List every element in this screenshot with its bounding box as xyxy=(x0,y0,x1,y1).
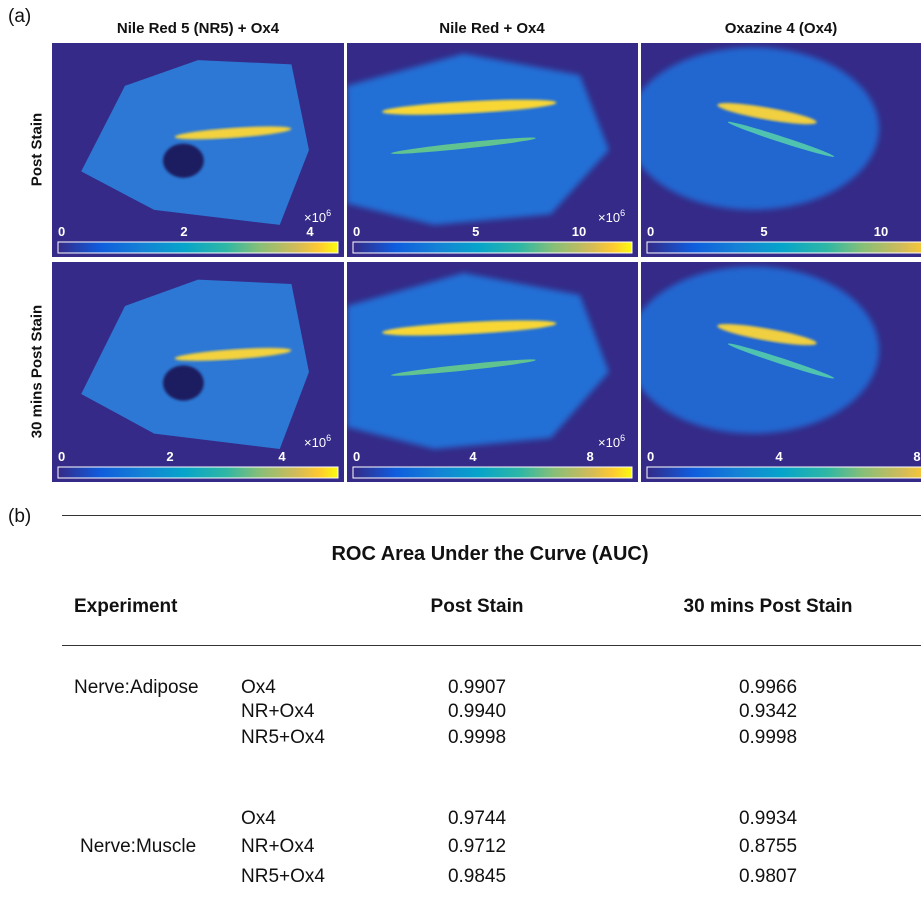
table-header: Experiment xyxy=(74,596,177,618)
colorbar-tick-label: 4 xyxy=(775,449,783,464)
auc-value: 0.9744 xyxy=(377,808,577,830)
column-title: Oxazine 4 (Ox4) xyxy=(631,20,921,37)
colorbar-tick-label: 2 xyxy=(166,449,173,464)
stain-name: NR+Ox4 xyxy=(241,836,314,858)
image-panel: 048×107 xyxy=(627,262,921,482)
colorbar-tick-label: 0 xyxy=(647,449,654,464)
colorbar-tick-label: 0 xyxy=(647,224,654,239)
row-label: Post Stain xyxy=(29,30,46,270)
column-title: Nile Red + Ox4 xyxy=(342,20,642,37)
group-label: Nerve:Muscle xyxy=(80,836,196,858)
image-panel: 0 2 4×106 xyxy=(52,43,344,257)
colorbar xyxy=(58,242,338,253)
colorbar-tick-label: 4 xyxy=(278,449,286,464)
auc-value: 0.9966 xyxy=(648,677,888,699)
colorbar-tick-label: 10 xyxy=(572,224,586,239)
table-header: 30 mins Post Stain xyxy=(648,596,888,618)
stain-name: NR+Ox4 xyxy=(241,701,314,723)
auc-value: 0.9712 xyxy=(377,836,577,858)
colorbar xyxy=(647,242,921,253)
multiplier-exponent: 6 xyxy=(326,208,331,218)
colorbar-tick-label: 8 xyxy=(913,449,920,464)
void xyxy=(163,144,204,178)
image-panel: 0 5 10 ×106 xyxy=(347,43,638,257)
panel-label: (b) xyxy=(8,506,31,528)
table-header: Post Stain xyxy=(377,596,577,618)
void xyxy=(163,365,204,400)
auc-value: 0.9907 xyxy=(377,677,577,699)
colorbar xyxy=(58,467,338,478)
panel-label: (a) xyxy=(8,6,31,28)
image-panel: 0 4 8 ×106 xyxy=(347,262,638,482)
multiplier-base: ×10 xyxy=(304,210,326,225)
colorbar-tick-label: 8 xyxy=(587,449,594,464)
colorbar xyxy=(647,467,921,478)
auc-value: 0.9940 xyxy=(377,701,577,723)
auc-value: 0.8755 xyxy=(648,836,888,858)
multiplier-base: ×10 xyxy=(304,435,326,450)
colorbar-tick-label: 0 xyxy=(58,449,65,464)
auc-value: 0.9934 xyxy=(648,808,888,830)
multiplier-base: ×10 xyxy=(598,210,620,225)
image-panel: 0 2 4 ×106 xyxy=(52,262,344,482)
colorbar-tick-label: 4 xyxy=(306,224,314,239)
colorbar-tick-label: 2 xyxy=(180,224,187,239)
rule xyxy=(62,515,921,516)
figure: 024×1060510×1060510×107024×106048×106048… xyxy=(0,0,921,912)
rule xyxy=(62,645,921,646)
colorbar-tick-label: 0 xyxy=(58,224,65,239)
colorbar-tick-label: 5 xyxy=(472,224,479,239)
auc-value: 0.9998 xyxy=(377,727,577,749)
group-label: Nerve:Adipose xyxy=(74,677,199,699)
colorbar-tick-label: 4 xyxy=(469,449,477,464)
column-title: Nile Red 5 (NR5) + Ox4 xyxy=(48,20,348,37)
colorbar xyxy=(353,242,632,253)
auc-value: 0.9845 xyxy=(377,866,577,888)
auc-value: 0.9342 xyxy=(648,701,888,723)
multiplier-base: ×10 xyxy=(598,435,620,450)
multiplier-exponent: 6 xyxy=(620,433,625,443)
table-title: ROC Area Under the Curve (AUC) xyxy=(0,543,921,566)
auc-value: 0.9998 xyxy=(648,727,888,749)
stain-name: NR5+Ox4 xyxy=(241,727,325,749)
colorbar-tick-label: 0 xyxy=(353,449,360,464)
auc-value: 0.9807 xyxy=(648,866,888,888)
image-grid: 024×1060510×1060510×107024×106048×106048… xyxy=(0,0,921,500)
stain-name: Ox4 xyxy=(241,677,276,699)
multiplier-exponent: 6 xyxy=(620,208,625,218)
colorbar xyxy=(353,467,632,478)
stain-name: Ox4 xyxy=(241,808,276,830)
row-label: 30 mins Post Stain xyxy=(29,252,46,492)
colorbar-tick-label: 0 xyxy=(353,224,360,239)
multiplier-exponent: 6 xyxy=(326,433,331,443)
colorbar-tick-label: 10 xyxy=(874,224,888,239)
colorbar-tick-label: 5 xyxy=(760,224,767,239)
stain-name: NR5+Ox4 xyxy=(241,866,325,888)
